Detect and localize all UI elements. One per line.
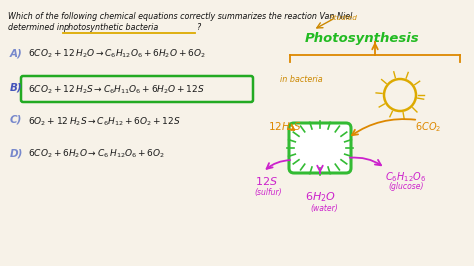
Text: $6O_2 + 12\,H_2S \rightarrow C_6H_{12} + 6O_2 + 12S$: $6O_2 + 12\,H_2S \rightarrow C_6H_{12} +… <box>28 115 181 127</box>
Text: (glucose): (glucose) <box>388 182 423 191</box>
Text: (water): (water) <box>310 204 338 213</box>
Text: B): B) <box>10 83 23 93</box>
Text: $6CO_2 + 12\,H_2O \rightarrow C_6H_{12}O_6 + 6H_2O + 6O_2$: $6CO_2 + 12\,H_2O \rightarrow C_6H_{12}O… <box>28 48 206 60</box>
Text: $12H_2S$: $12H_2S$ <box>268 120 302 134</box>
Text: A): A) <box>10 48 23 58</box>
Text: $6CO_2 + 12\,H_2S \rightarrow C_6H_{11}O_6 + 6H_2O + 12S$: $6CO_2 + 12\,H_2S \rightarrow C_6H_{11}O… <box>28 83 205 95</box>
Text: Photosynthesis: Photosynthesis <box>305 32 419 45</box>
Text: Which of the following chemical equations correctly summarizes the reaction Van : Which of the following chemical equation… <box>8 12 352 21</box>
Text: photosynthetic bacteria: photosynthetic bacteria <box>63 23 158 32</box>
Text: $6H_2O$: $6H_2O$ <box>305 190 336 204</box>
Text: D): D) <box>10 148 23 158</box>
Text: determined in: determined in <box>8 23 67 32</box>
Text: C): C) <box>10 115 22 125</box>
Text: $12S$: $12S$ <box>255 175 278 187</box>
Text: $C_6H_{12}O_6$: $C_6H_{12}O_6$ <box>385 170 426 184</box>
Text: $6CO_2$: $6CO_2$ <box>415 120 441 134</box>
Text: (sulfur): (sulfur) <box>254 188 282 197</box>
FancyBboxPatch shape <box>289 123 351 173</box>
Text: $6CO_2 + 6H_2O \rightarrow C_6\,H_{12}O_6 + 6O_2$: $6CO_2 + 6H_2O \rightarrow C_6\,H_{12}O_… <box>28 148 165 160</box>
Text: Studied: Studied <box>330 15 358 21</box>
Text: ?: ? <box>196 23 200 32</box>
Text: in bacteria: in bacteria <box>280 75 323 84</box>
